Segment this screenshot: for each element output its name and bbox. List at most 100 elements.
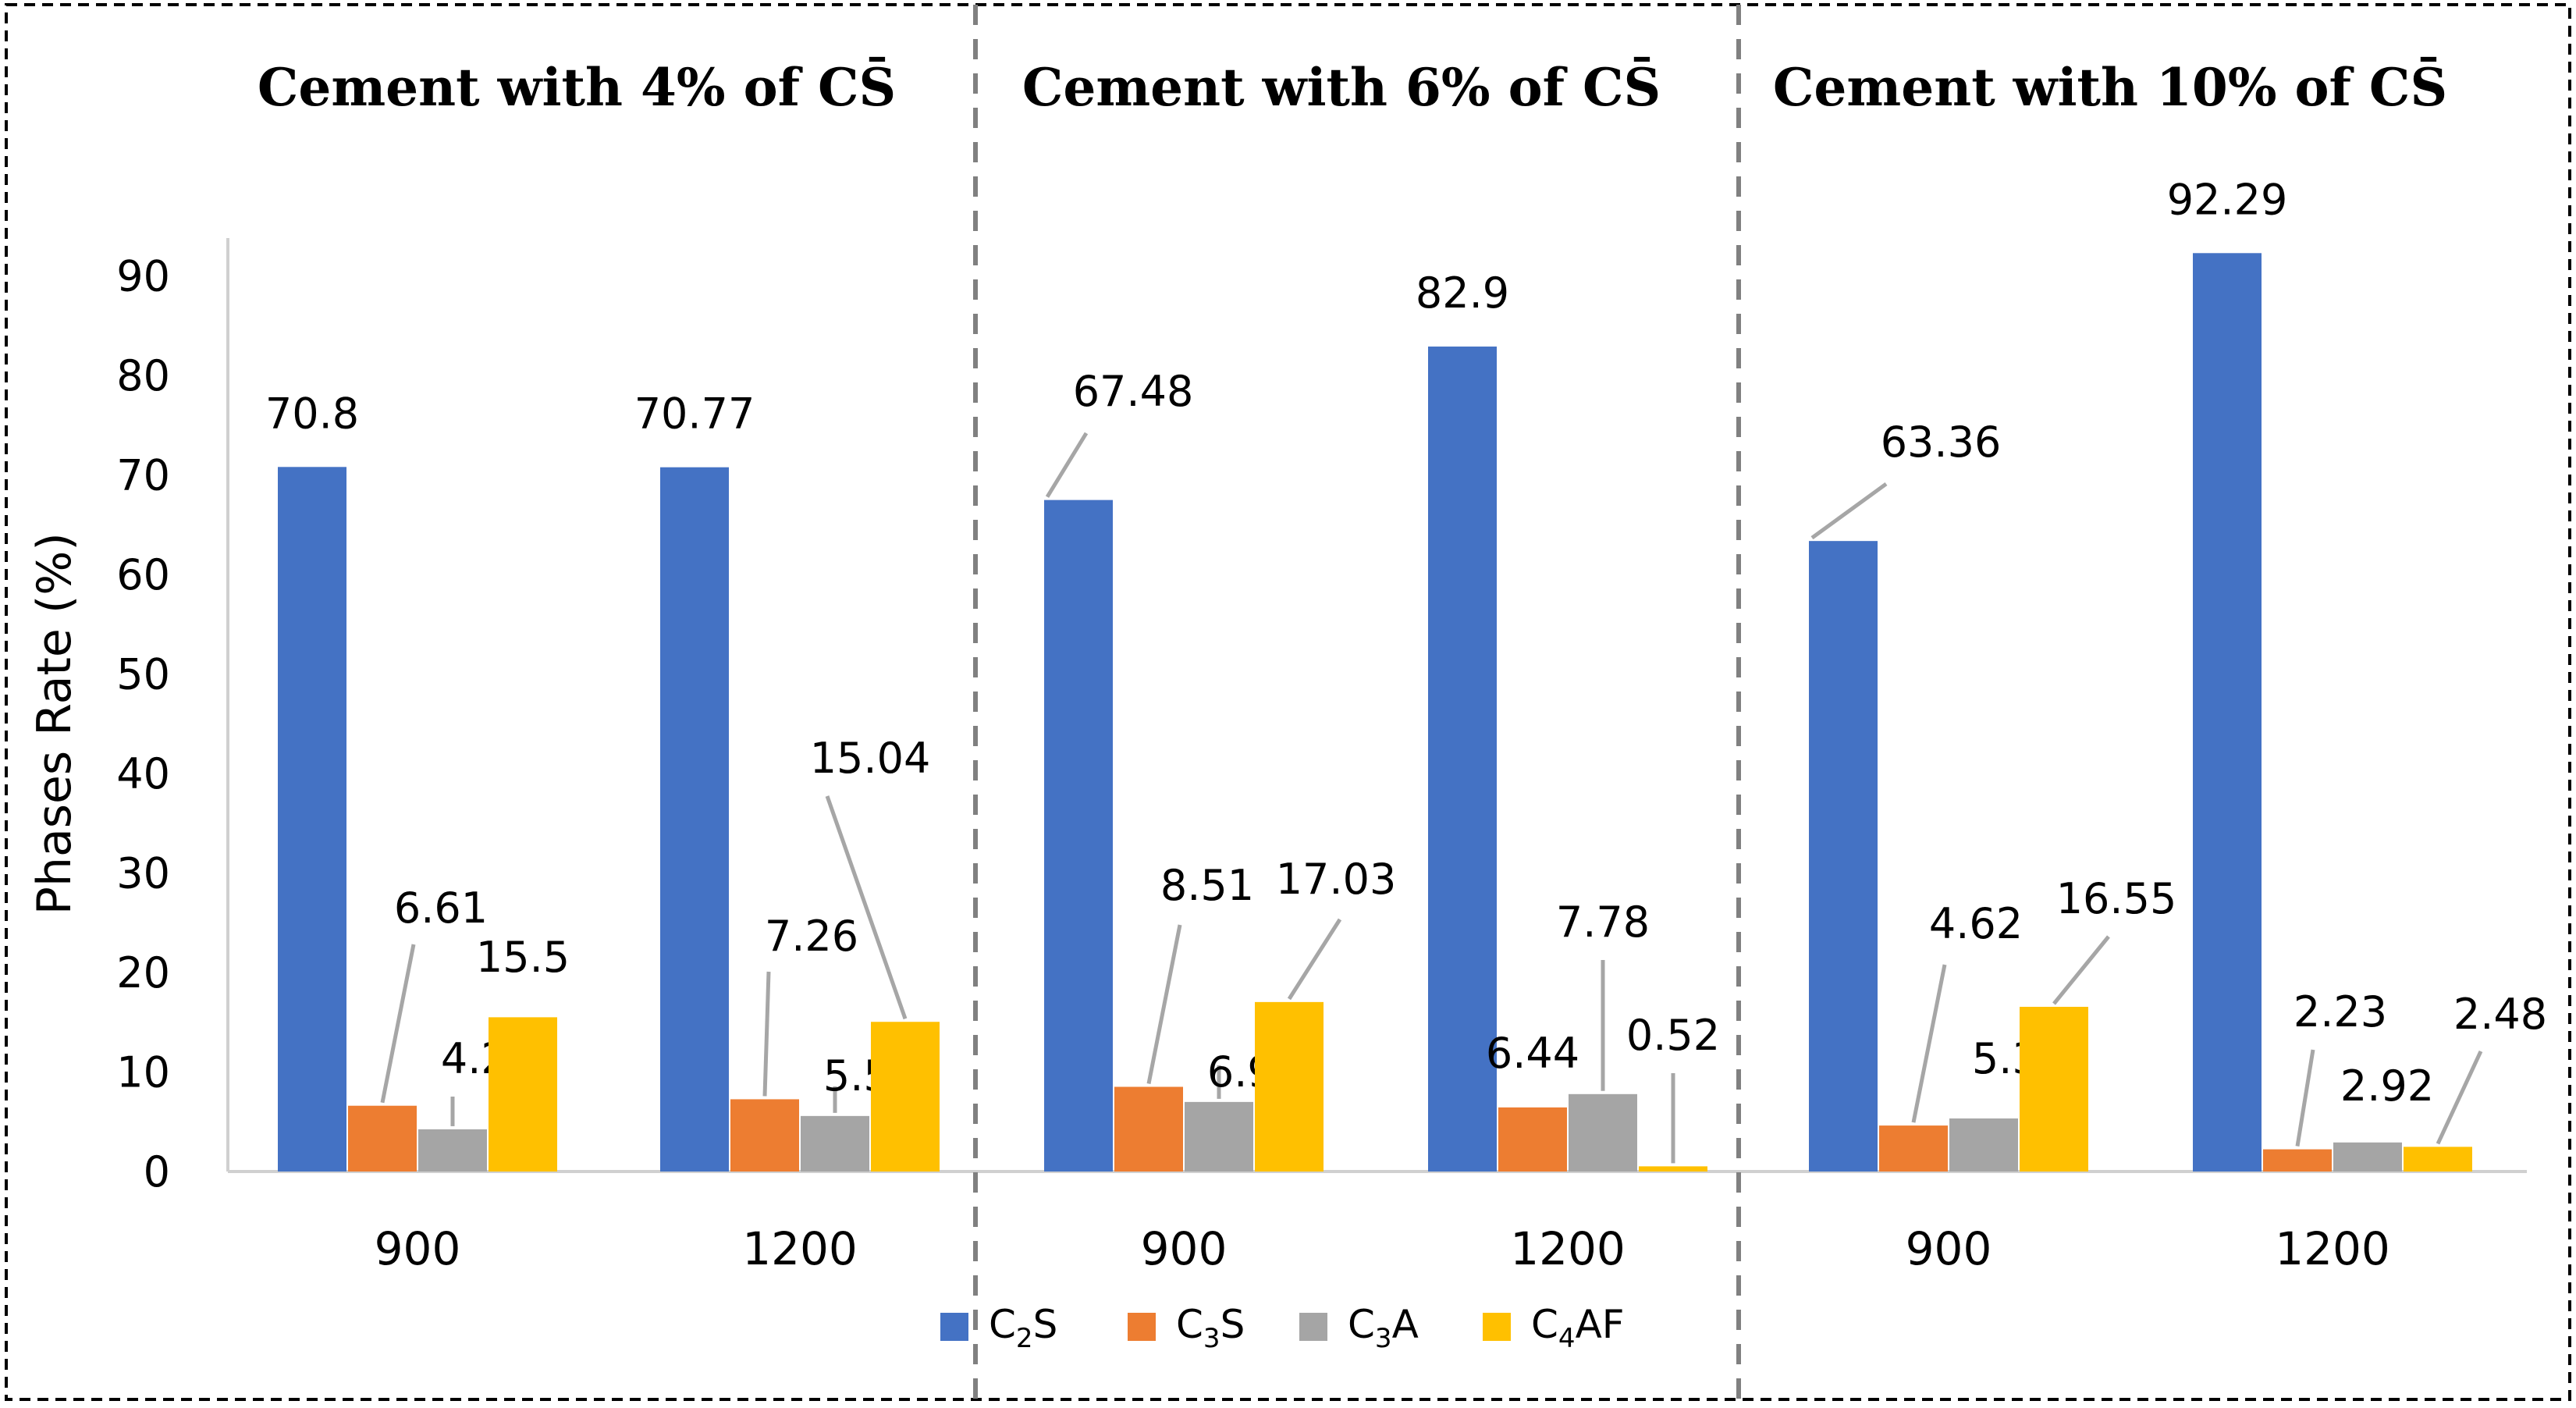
legend-label-sub: 4 xyxy=(1558,1323,1576,1354)
legend-label: C4AF xyxy=(1531,1302,1625,1354)
data-label-leader xyxy=(825,795,908,1020)
bar-c2s xyxy=(2193,253,2262,1172)
bar-c3a xyxy=(1185,1101,1253,1172)
legend-label-base: C xyxy=(989,1302,1016,1347)
x-category-label: 900 xyxy=(1906,1222,1992,1275)
bar-c3a xyxy=(2333,1142,2402,1172)
legend-label-sub: 3 xyxy=(1375,1323,1392,1354)
y-tick-label: 90 xyxy=(116,252,170,301)
legend-label-base: C xyxy=(1348,1302,1375,1347)
panel-title-prefix: Cement with 6% of xyxy=(1022,57,1583,118)
x-category-label: 1200 xyxy=(742,1222,858,1275)
bar-c4af xyxy=(1255,1001,1324,1172)
bar-c2s xyxy=(1809,541,1878,1172)
legend-swatch-c3a xyxy=(1299,1313,1327,1341)
legend-label-base: C xyxy=(1531,1302,1558,1347)
bar-c3s xyxy=(348,1105,417,1172)
data-label-leader xyxy=(1810,482,1888,540)
bar-c3a xyxy=(418,1129,487,1172)
data-label: 7.26 xyxy=(765,912,858,961)
data-label: 70.8 xyxy=(265,389,359,438)
data-label: 6.44 xyxy=(1486,1029,1579,1078)
legend-label: C3A xyxy=(1348,1302,1419,1354)
legend-label: C2S xyxy=(989,1302,1057,1354)
bar-c4af xyxy=(1639,1166,1707,1172)
data-label-leader xyxy=(1045,432,1089,498)
data-label: 16.55 xyxy=(2056,874,2177,923)
bar-c3s xyxy=(730,1099,799,1172)
bar-c2s xyxy=(660,467,729,1172)
figure-frame xyxy=(5,3,2571,1401)
data-label-leader xyxy=(1911,964,1947,1123)
data-label: 82.9 xyxy=(1416,268,1509,318)
y-tick-label: 10 xyxy=(116,1048,170,1097)
legend-label-suffix: AF xyxy=(1576,1302,1625,1347)
data-label-leader xyxy=(2436,1050,2483,1145)
bar-c4af xyxy=(871,1022,940,1172)
legend-label-suffix: S xyxy=(1033,1302,1058,1347)
bar-c4af xyxy=(2404,1147,2472,1172)
data-label: 2.23 xyxy=(2294,987,2387,1036)
panel-title-symbol: CS̄ xyxy=(818,56,896,118)
data-label: 2.48 xyxy=(2453,990,2547,1039)
bar-c3s xyxy=(1879,1125,1948,1172)
data-label-leader xyxy=(380,944,416,1104)
bar-c4af xyxy=(2020,1006,2088,1172)
legend-swatch-c4af xyxy=(1483,1313,1511,1341)
data-label-leader xyxy=(1287,918,1342,1001)
bar-c3a xyxy=(1949,1118,2018,1172)
data-label-leader xyxy=(2052,935,2110,1005)
data-label: 6.61 xyxy=(394,884,488,933)
panel-title-prefix: Cement with 4% of xyxy=(258,57,818,118)
data-label: 67.48 xyxy=(1073,367,1194,416)
y-tick-label: 60 xyxy=(116,550,170,599)
data-label-leader xyxy=(1146,924,1182,1084)
bar-c3s xyxy=(1114,1086,1183,1172)
data-label: 4.62 xyxy=(1929,899,2023,948)
bar-c3a xyxy=(801,1115,869,1172)
data-label-leader xyxy=(762,971,771,1097)
data-label: 17.03 xyxy=(1276,855,1397,904)
bar-c2s xyxy=(1044,500,1113,1172)
bar-c4af xyxy=(489,1017,557,1172)
x-category-label: 1200 xyxy=(1510,1222,1626,1275)
x-category-label: 900 xyxy=(1141,1222,1228,1275)
x-category-label: 900 xyxy=(375,1222,461,1275)
panel-title-prefix: Cement with 10% of xyxy=(1773,57,2369,118)
data-label: 15.04 xyxy=(810,734,931,783)
data-label-leader xyxy=(2295,1049,2315,1147)
y-tick-label: 20 xyxy=(116,948,170,997)
x-category-label: 1200 xyxy=(2275,1222,2390,1275)
legend-label-base: C xyxy=(1176,1302,1203,1347)
panel-title: Cement with 10% of CS̄ xyxy=(1773,56,2447,118)
y-tick-label: 40 xyxy=(116,749,170,798)
bar-c2s xyxy=(278,467,346,1172)
y-tick-label: 0 xyxy=(144,1147,170,1196)
y-axis-title: Phases Rate (%) xyxy=(27,532,82,915)
bar-c3s xyxy=(1498,1107,1567,1172)
data-label: 8.51 xyxy=(1160,861,1254,910)
panel-title-symbol: CS̄ xyxy=(1583,56,1661,118)
panel-title-symbol: CS̄ xyxy=(2369,56,2447,118)
legend-swatch-c3s xyxy=(1128,1313,1156,1341)
panel-title: Cement with 4% of CS̄ xyxy=(258,56,896,118)
bar-c2s xyxy=(1428,347,1497,1172)
data-label: 92.29 xyxy=(2167,175,2288,224)
panel-title: Cement with 6% of CS̄ xyxy=(1022,56,1661,118)
legend-label-sub: 2 xyxy=(1016,1323,1033,1354)
y-tick-label: 30 xyxy=(116,849,170,898)
data-label: 63.36 xyxy=(1881,418,2002,467)
y-tick-label: 70 xyxy=(116,451,170,500)
data-label: 2.92 xyxy=(2340,1061,2434,1111)
data-label: 70.77 xyxy=(634,389,755,439)
y-tick-label: 80 xyxy=(116,351,170,400)
y-tick-label: 50 xyxy=(116,650,170,699)
data-label: 7.78 xyxy=(1556,898,1650,947)
legend-swatch-c2s xyxy=(940,1313,968,1341)
legend-label-sub: 3 xyxy=(1203,1323,1220,1354)
bar-c3s xyxy=(2263,1149,2332,1172)
data-label: 0.52 xyxy=(1626,1011,1720,1060)
legend-label: C3S xyxy=(1176,1302,1245,1354)
